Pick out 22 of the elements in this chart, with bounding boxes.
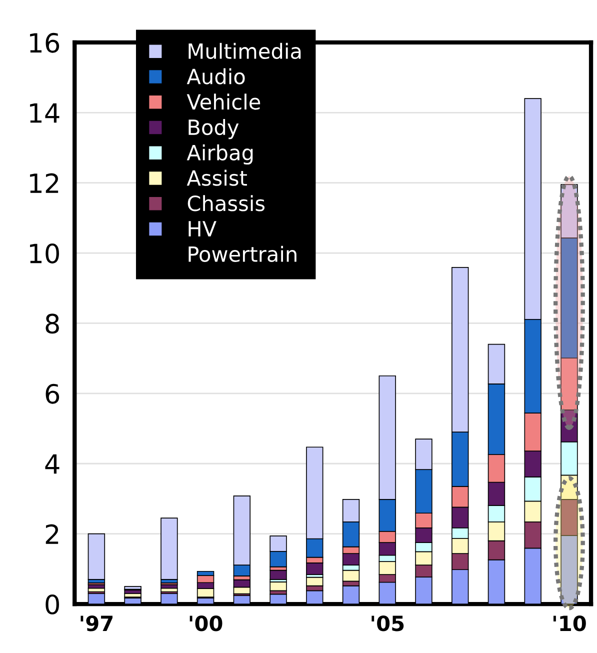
x-tick-label: '10 <box>554 616 586 632</box>
y-tick-label: 4 <box>45 454 60 474</box>
legend-label: Multimedia <box>188 42 301 60</box>
x-tick-label: '00 <box>190 616 222 632</box>
x-tick-label: '05 <box>372 616 404 632</box>
y-tick-label: 10 <box>30 243 59 264</box>
legend-label: Body <box>188 119 239 140</box>
text: Powertrain <box>188 246 296 262</box>
legend-label: Chassis <box>188 195 265 212</box>
legend-label: Audio <box>186 68 245 84</box>
y-tick-label: 8 <box>46 314 59 334</box>
y-tick-label: 14 <box>30 103 60 123</box>
y-tick-label: 6 <box>46 384 60 404</box>
legend-label: Assist <box>186 170 247 186</box>
legend-label: HV <box>188 221 216 236</box>
y-tick-label: 16 <box>30 32 60 53</box>
legend-label: Airbag <box>186 144 253 165</box>
x-tick-label: '97 <box>80 616 112 632</box>
y-tick-label: 12 <box>30 173 58 193</box>
legend-label: Vehicle <box>186 94 260 110</box>
y-tick-label: 2 <box>46 524 58 544</box>
y-tick-label: 0 <box>46 594 59 614</box>
